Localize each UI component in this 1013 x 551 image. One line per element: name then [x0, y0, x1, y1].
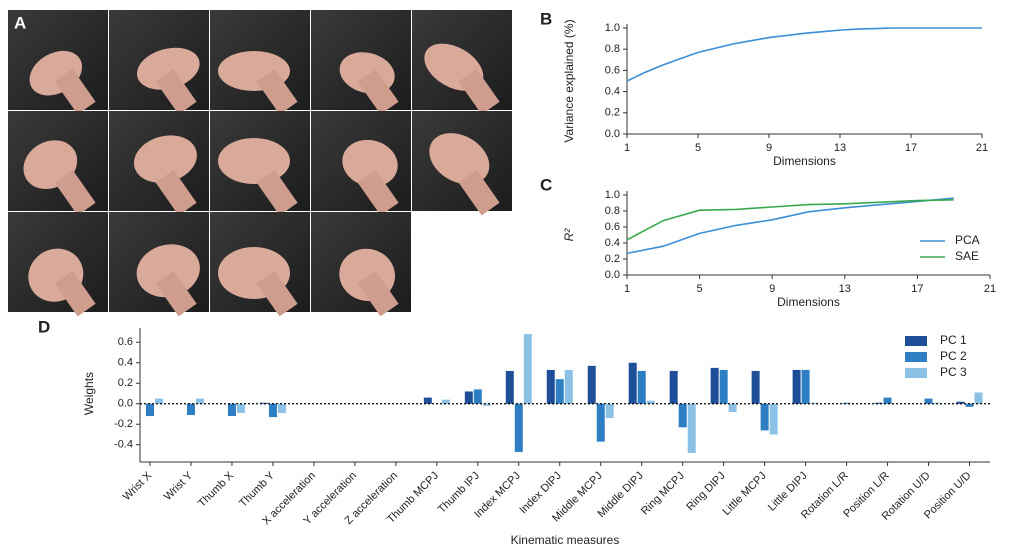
- bar: [679, 404, 687, 428]
- bar: [465, 391, 473, 403]
- x-axis-label: Dimensions: [777, 295, 840, 309]
- legend-swatch: [905, 336, 927, 346]
- legend-label: PCA: [955, 233, 980, 247]
- x-tick-label: 17: [905, 142, 917, 154]
- y-tick-label: 0.2: [605, 107, 620, 119]
- x-tick-label: 5: [697, 283, 703, 295]
- bar: [278, 404, 286, 413]
- bar: [711, 368, 719, 404]
- bar: [925, 399, 933, 404]
- x-tick-label: Wrist Y: [162, 469, 196, 503]
- x-tick-label: 21: [984, 283, 996, 295]
- bar: [761, 404, 769, 431]
- x-tick-label: 21: [976, 142, 988, 154]
- y-tick-label: 0.8: [605, 43, 620, 55]
- panel-label: C: [540, 175, 552, 194]
- legend-swatch: [905, 352, 927, 362]
- bar: [720, 370, 728, 404]
- bar: [547, 370, 555, 404]
- bar: [155, 399, 163, 404]
- photo-grid: [8, 10, 512, 316]
- y-tick-label: 0.4: [605, 237, 620, 249]
- legend-swatch: [905, 368, 927, 378]
- legend-label: SAE: [955, 249, 979, 263]
- figure: A B C D 0.0 0.2 0.4 0.6 0.8 1.0 Variance expla…: [0, 0, 1013, 551]
- bar: [588, 366, 596, 404]
- x-tick-label: 5: [695, 142, 701, 154]
- bar: [565, 370, 573, 404]
- y-tick-label: 1.0: [605, 189, 620, 201]
- y-axis-label: R²: [562, 228, 576, 242]
- bar: [196, 399, 204, 404]
- x-tick-label: Thumb Y: [237, 469, 277, 509]
- y-tick-label: -0.2: [114, 418, 133, 430]
- legend-label: PC 3: [940, 365, 967, 379]
- panel-label: A: [14, 13, 26, 32]
- bar: [474, 389, 482, 403]
- bar: [975, 392, 983, 403]
- y-axis-label: Weights: [82, 372, 96, 415]
- x-axis-label: Kinematic measures: [511, 533, 620, 547]
- bar: [442, 400, 450, 404]
- y-tick-label: 0.6: [118, 336, 133, 348]
- x-tick-label: Little DIPJ: [766, 470, 810, 514]
- bar: [629, 363, 637, 404]
- bar: [269, 404, 277, 417]
- y-tick-label: 0.2: [118, 377, 133, 389]
- y-axis-label: Variance explained (%): [562, 19, 576, 142]
- y-tick-label: 0.4: [605, 86, 620, 98]
- line-series: [627, 28, 982, 81]
- bar: [606, 404, 614, 418]
- x-tick-label: 9: [769, 283, 775, 295]
- bar: [597, 404, 605, 442]
- x-tick-label: Thumb X: [196, 469, 237, 510]
- y-tick-label: 0.0: [605, 128, 620, 140]
- y-tick-label: 0.2: [605, 253, 620, 265]
- x-tick-label: Wrist X: [121, 469, 155, 503]
- bar: [556, 379, 564, 404]
- bar: [638, 371, 646, 404]
- line-series: [627, 200, 954, 240]
- bar: [670, 371, 678, 404]
- legend-label: PC 1: [940, 333, 967, 347]
- y-tick-label: 0.6: [605, 64, 620, 76]
- bar: [515, 404, 523, 452]
- y-tick-label: -0.4: [114, 439, 133, 451]
- panel-label: B: [540, 9, 552, 28]
- x-tick-label: Little MCPJ: [721, 470, 769, 518]
- y-tick-label: 0.0: [118, 398, 133, 410]
- bar: [524, 334, 532, 404]
- bar: [729, 404, 737, 412]
- x-tick-label: 1: [624, 142, 630, 154]
- bar: [146, 404, 154, 416]
- y-tick-label: 1.0: [605, 22, 620, 34]
- bar: [237, 404, 245, 413]
- x-tick-label: Ring MCPJ: [639, 470, 687, 518]
- x-tick-label: 17: [911, 283, 923, 295]
- bar: [802, 370, 810, 404]
- y-tick-label: 0.6: [605, 221, 620, 233]
- bar: [752, 371, 760, 404]
- bar: [770, 404, 778, 435]
- y-tick-label: 0.0: [605, 269, 620, 281]
- bar: [793, 370, 801, 404]
- x-tick-label: Ring DIPJ: [684, 470, 728, 514]
- bar: [187, 404, 195, 415]
- bar: [884, 398, 892, 404]
- x-tick-label: 9: [766, 142, 772, 154]
- x-tick-label: 13: [834, 142, 846, 154]
- legend-label: PC 2: [940, 349, 967, 363]
- bar: [688, 404, 696, 453]
- bar: [228, 404, 236, 416]
- bar: [424, 398, 432, 404]
- x-axis-label: Dimensions: [773, 154, 836, 168]
- y-tick-label: 0.8: [605, 205, 620, 217]
- x-tick-label: 13: [839, 283, 851, 295]
- x-tick-label: 1: [624, 283, 630, 295]
- y-tick-label: 0.4: [118, 357, 133, 369]
- panel-label: D: [38, 317, 50, 336]
- bar: [506, 371, 514, 404]
